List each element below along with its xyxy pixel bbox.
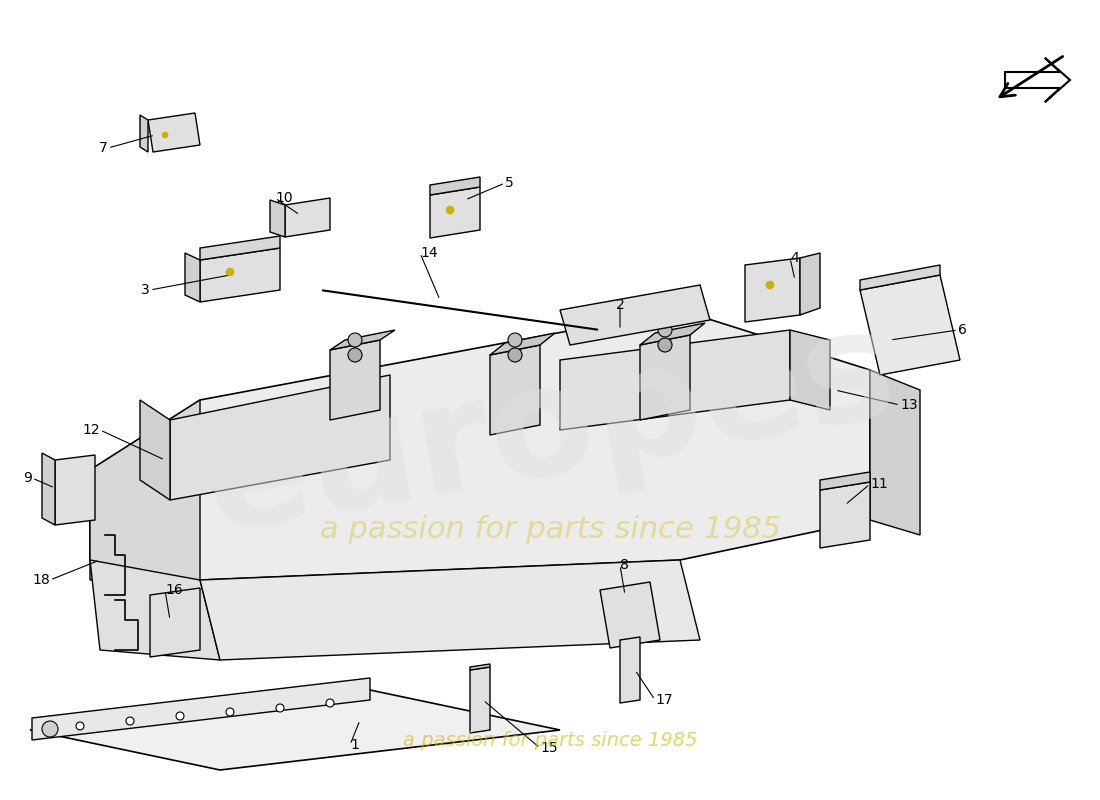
Polygon shape [330,340,380,420]
Text: 14: 14 [420,246,438,260]
Circle shape [658,338,672,352]
Text: 15: 15 [540,741,558,755]
Text: 5: 5 [505,176,514,190]
Circle shape [126,717,134,725]
Polygon shape [140,400,170,500]
Polygon shape [860,275,960,375]
Text: 11: 11 [870,477,888,491]
Polygon shape [470,664,490,670]
Polygon shape [430,177,480,195]
Text: 4: 4 [790,251,799,265]
Polygon shape [30,690,560,770]
Polygon shape [200,248,280,302]
Text: 8: 8 [620,558,629,572]
Circle shape [276,704,284,712]
Circle shape [446,206,454,214]
Text: 3: 3 [141,283,150,297]
Circle shape [326,699,334,707]
Text: 10: 10 [275,191,293,205]
Text: 1: 1 [350,738,359,752]
Polygon shape [200,560,700,660]
Circle shape [766,281,774,289]
Polygon shape [330,330,395,350]
Polygon shape [148,113,200,152]
Circle shape [508,348,522,362]
Polygon shape [90,400,200,580]
Text: europes: europes [194,296,906,564]
Circle shape [508,333,522,347]
Text: 7: 7 [99,141,108,155]
Polygon shape [560,285,710,345]
Polygon shape [270,200,285,237]
Polygon shape [820,482,870,548]
Polygon shape [600,582,660,648]
Polygon shape [42,453,55,525]
Circle shape [226,268,234,276]
Polygon shape [640,335,690,420]
Polygon shape [640,323,705,345]
Polygon shape [745,258,800,322]
Circle shape [176,712,184,720]
Polygon shape [285,198,330,237]
Polygon shape [490,333,556,355]
Circle shape [658,323,672,337]
Polygon shape [200,236,280,260]
Text: 6: 6 [958,323,967,337]
Polygon shape [560,330,790,430]
Polygon shape [820,472,870,490]
Text: a passion for parts since 1985: a passion for parts since 1985 [319,515,781,545]
Circle shape [42,721,58,737]
Polygon shape [800,253,820,315]
Circle shape [226,708,234,716]
Text: 18: 18 [32,573,50,587]
Polygon shape [185,253,200,302]
Text: 12: 12 [82,423,100,437]
Polygon shape [860,265,940,290]
Circle shape [348,348,362,362]
Polygon shape [90,560,220,660]
Text: 16: 16 [165,583,183,597]
Circle shape [76,722,84,730]
Polygon shape [490,345,540,435]
Polygon shape [150,588,200,657]
Text: 13: 13 [900,398,917,412]
Text: a passion for parts since 1985: a passion for parts since 1985 [403,730,697,750]
Polygon shape [470,667,490,733]
Circle shape [348,333,362,347]
Polygon shape [90,310,870,580]
Text: 2: 2 [616,298,625,312]
Text: 9: 9 [23,471,32,485]
Polygon shape [140,115,148,152]
Polygon shape [55,455,95,525]
Polygon shape [790,330,830,410]
Text: 17: 17 [654,693,672,707]
Polygon shape [430,187,480,238]
Polygon shape [870,370,920,535]
Circle shape [162,132,168,138]
Polygon shape [620,637,640,703]
Polygon shape [1005,58,1070,102]
Polygon shape [32,678,370,740]
Polygon shape [170,375,390,500]
